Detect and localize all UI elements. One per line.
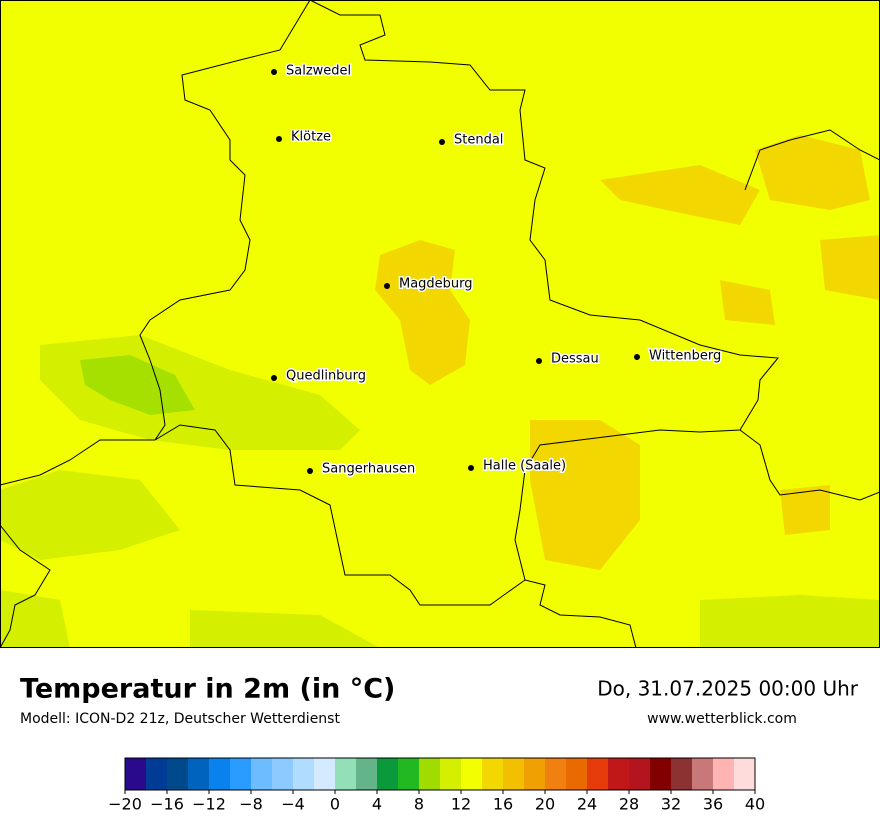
- colorbar-bin: [272, 758, 294, 790]
- colorbar-bin: [251, 758, 273, 790]
- city-dot: [536, 358, 542, 364]
- subtitle: Modell: ICON-D2 21z, Deutscher Wetterdie…: [20, 711, 340, 727]
- city-dot: [439, 139, 445, 145]
- city-label: Halle (Saale): [483, 459, 566, 474]
- title: Temperatur in 2m (in °C): [20, 674, 395, 705]
- colorbar-bin: [188, 758, 210, 790]
- colorbar-bin: [419, 758, 441, 790]
- city-label: Stendal: [454, 133, 503, 148]
- state-border: [309, 0, 779, 649]
- colorbar-bin: [440, 758, 462, 790]
- city-label: Wittenberg: [649, 349, 721, 364]
- colorbar-tick-label: 8: [414, 795, 424, 814]
- colorbar-bin: [650, 758, 672, 790]
- colorbar-tick-label: 12: [451, 795, 471, 814]
- colorbar-bin: [293, 758, 315, 790]
- colorbar-tick-label: −4: [281, 795, 305, 814]
- colorbar-bin: [167, 758, 189, 790]
- cities: Salzwedel Klötze Stendal Magdeburg Dessa…: [271, 62, 723, 478]
- colorbar-frame: [124, 757, 756, 791]
- city-dot: [634, 354, 640, 360]
- colorbar-tick-label: −16: [150, 795, 184, 814]
- colorbar-tick-label: 24: [577, 795, 597, 814]
- colorbar-bin: [125, 758, 147, 790]
- colorbar-bin: [524, 758, 546, 790]
- city-label: Sangerhausen: [322, 462, 415, 477]
- warm-areas: [375, 135, 880, 570]
- colorbar-tick-label: 36: [703, 795, 723, 814]
- colorbar-bin: [314, 758, 336, 790]
- colorbar-bin: [566, 758, 588, 790]
- colorbar-bin: [692, 758, 714, 790]
- city-dot: [384, 283, 390, 289]
- colorbar-bin: [461, 758, 483, 790]
- colorbar-bin: [608, 758, 630, 790]
- colorbar-bin: [230, 758, 252, 790]
- colorbar-bin: [146, 758, 168, 790]
- colorbar-tick-label: −20: [108, 795, 142, 814]
- city-label: Dessau: [551, 352, 599, 367]
- colorbar-tick-label: 0: [330, 795, 340, 814]
- colorbar-bin: [398, 758, 420, 790]
- colorbar-bin: [335, 758, 357, 790]
- colorbar-bin: [356, 758, 378, 790]
- colorbar-tick-label: 20: [535, 795, 555, 814]
- colorbar-tick-label: −12: [192, 795, 226, 814]
- colorbar-bin: [377, 758, 399, 790]
- colorbar-tick-label: 32: [661, 795, 681, 814]
- colorbar-bin: [671, 758, 693, 790]
- city-dot: [271, 375, 277, 381]
- colorbar: −20 −16 −12 −8 −4 0 4 8 12 16 20 24 28 32 36 40: [108, 757, 765, 814]
- state-border: [0, 524, 51, 649]
- city-label: Quedlinburg: [286, 369, 366, 384]
- state-border: [739, 429, 880, 501]
- map: Salzwedel Klötze Stendal Magdeburg Dessa…: [0, 0, 880, 649]
- city-label: Klötze: [291, 130, 331, 145]
- city-dot: [307, 468, 313, 474]
- colorbar-tick-label: 4: [372, 795, 382, 814]
- colorbar-bin: [629, 758, 651, 790]
- date: Do, 31.07.2025 00:00 Uhr: [597, 677, 859, 701]
- state-border: [139, 0, 526, 606]
- city-label: Salzwedel: [286, 64, 351, 79]
- colorbar-tick-label: 16: [493, 795, 513, 814]
- colorbar-bin: [713, 758, 735, 790]
- city-dot: [468, 465, 474, 471]
- colorbar-tick-label: −8: [239, 795, 263, 814]
- state-border: [0, 439, 155, 486]
- website: www.wetterblick.com: [647, 711, 797, 727]
- state-border: [744, 129, 880, 191]
- colorbar-tick-label: 40: [745, 795, 765, 814]
- city-label: Magdeburg: [399, 277, 473, 292]
- city-dot: [271, 69, 277, 75]
- city-dot: [276, 136, 282, 142]
- colorbar-bin: [503, 758, 525, 790]
- colorbar-bin: [734, 758, 756, 790]
- colorbar-bin: [587, 758, 609, 790]
- colorbar-bin: [482, 758, 504, 790]
- cooler-area: [80, 355, 195, 415]
- colorbar-tick-label: 28: [619, 795, 639, 814]
- colorbar-bin: [545, 758, 567, 790]
- colorbar-bin: [209, 758, 231, 790]
